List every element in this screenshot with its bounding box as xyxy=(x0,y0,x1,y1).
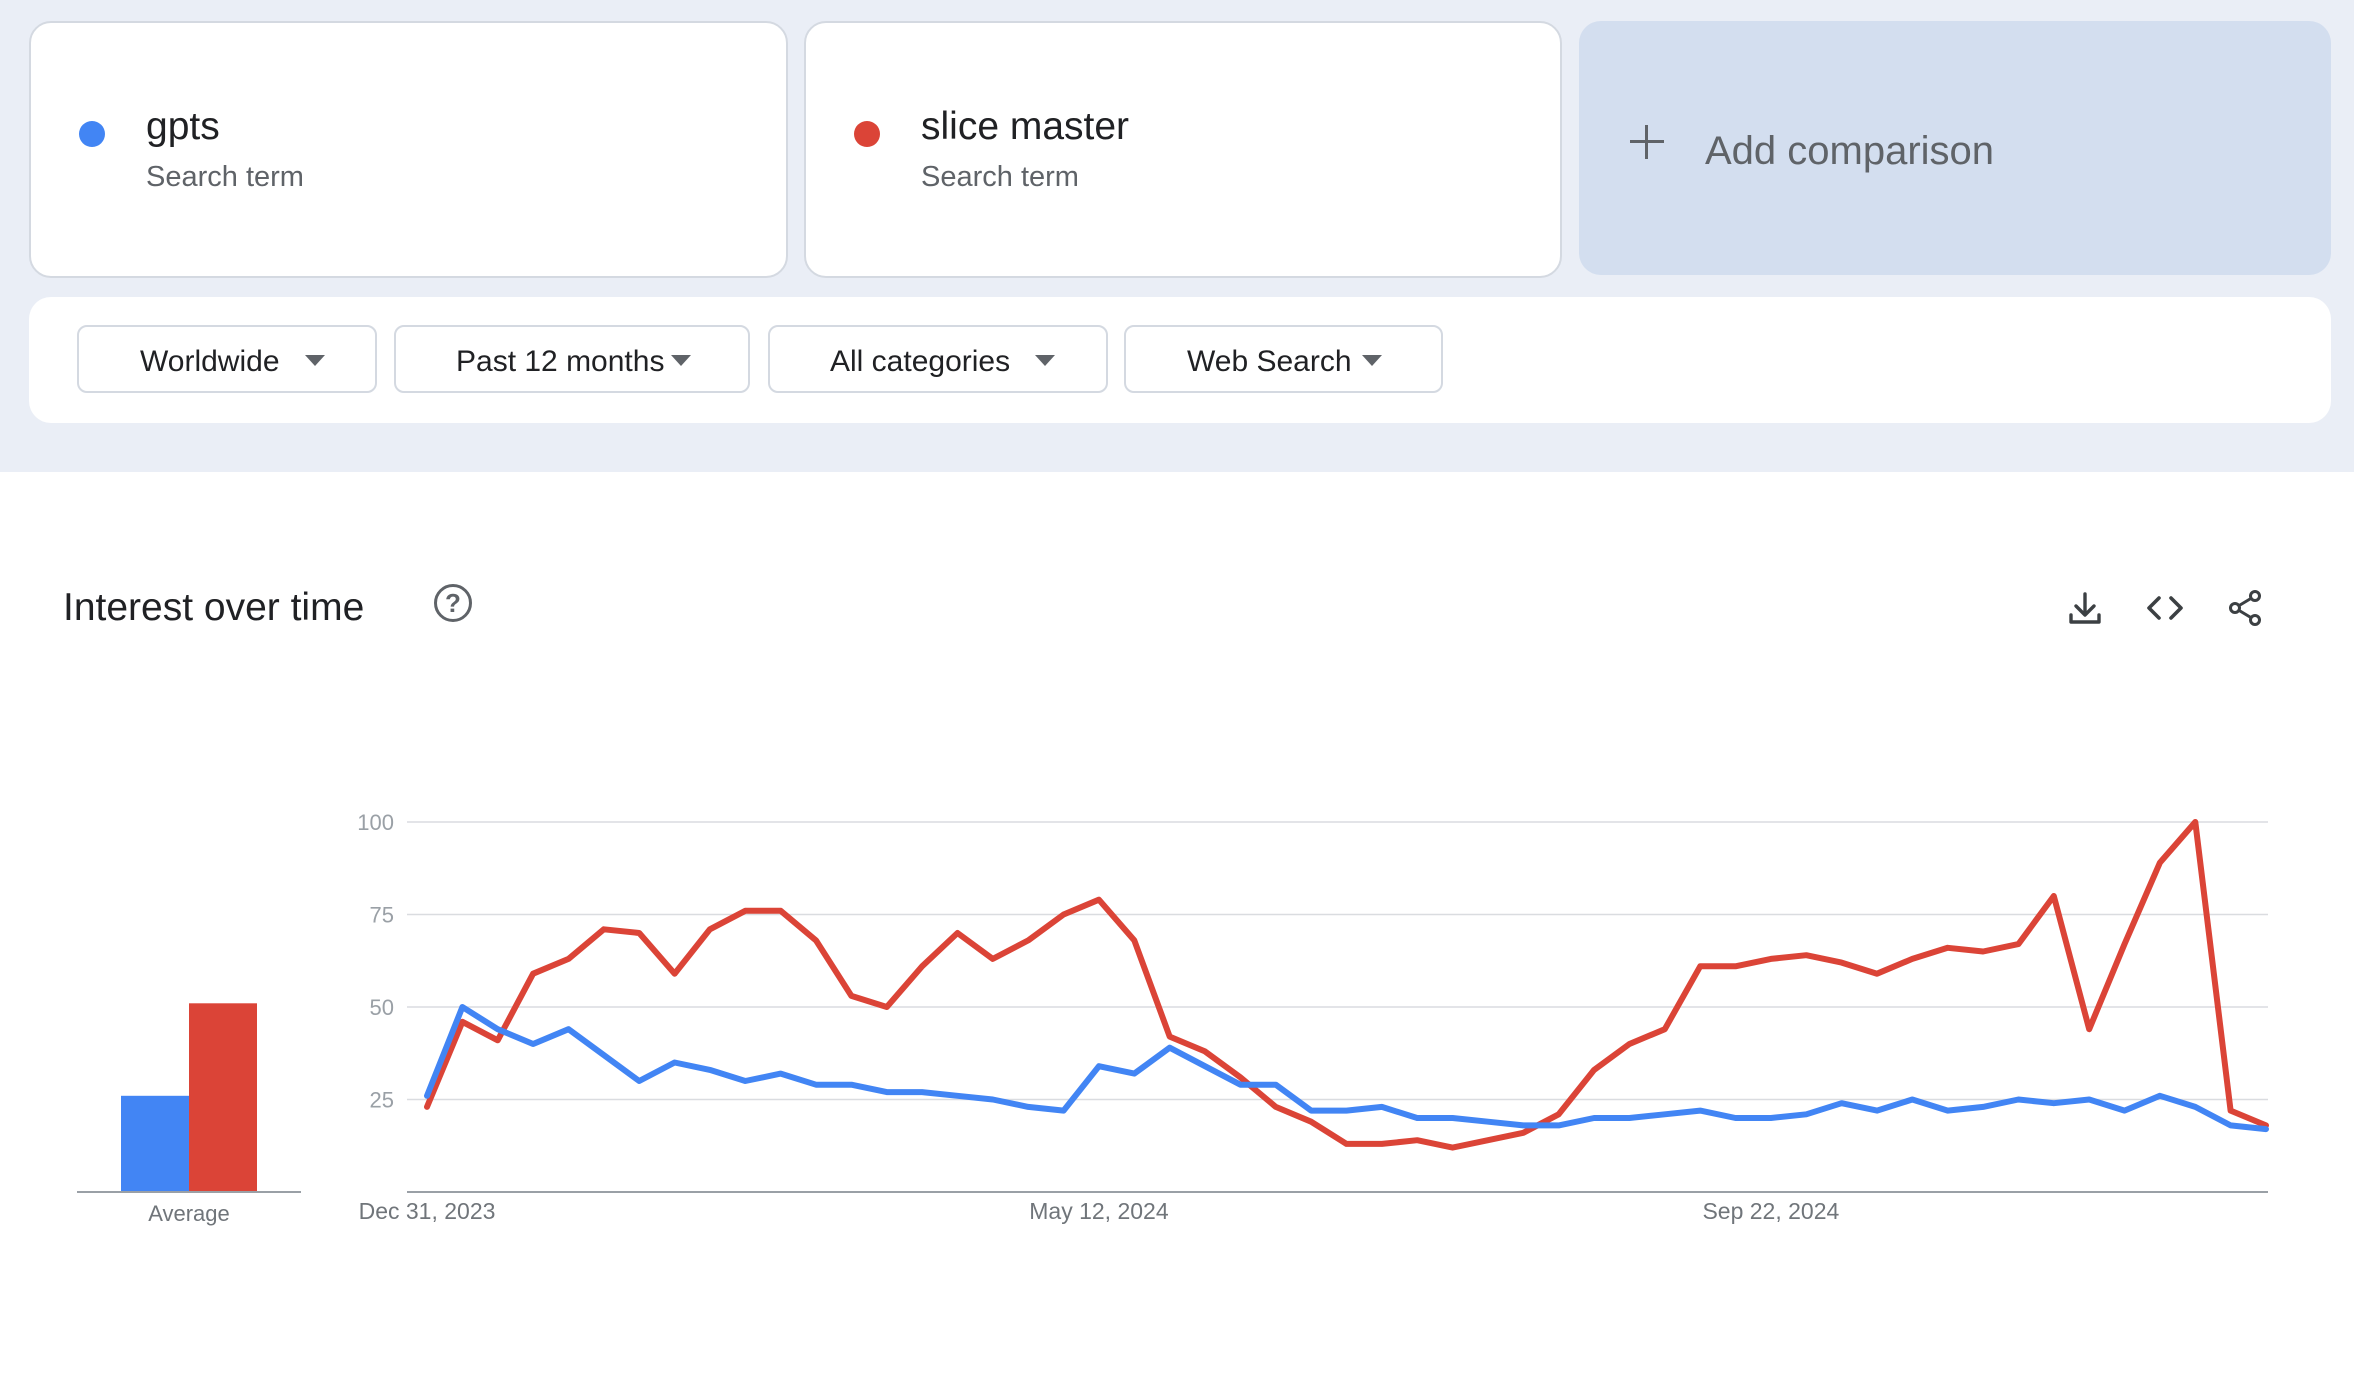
category-filter[interactable]: All categories xyxy=(768,325,1108,393)
x-tick-label: Dec 31, 2023 xyxy=(359,1198,496,1224)
y-tick-label: 75 xyxy=(370,903,394,928)
property-filter-label: Web Search xyxy=(1187,345,1352,378)
y-tick-label: 25 xyxy=(370,1088,394,1113)
add-comparison-label: Add comparison xyxy=(1705,129,1995,173)
average-bar-slice-master xyxy=(189,1003,257,1192)
share-icon[interactable] xyxy=(2225,588,2265,628)
term-name: gpts xyxy=(146,105,220,148)
x-tick-label: Sep 22, 2024 xyxy=(1702,1198,1839,1224)
property-filter[interactable]: Web Search xyxy=(1124,325,1443,393)
time-filter[interactable]: Past 12 months xyxy=(394,325,750,393)
add-comparison-button[interactable]: Add comparison xyxy=(1579,21,2331,275)
term-name: slice master xyxy=(921,105,1130,148)
chevron-down-icon xyxy=(1362,355,1382,366)
term-card-slice-master[interactable]: slice master Search term xyxy=(804,21,1562,278)
chevron-down-icon xyxy=(305,355,325,366)
region-filter-label: Worldwide xyxy=(140,345,280,378)
plus-icon xyxy=(1630,125,1664,159)
x-tick-label: May 12, 2024 xyxy=(1029,1198,1169,1224)
download-icon[interactable] xyxy=(2065,588,2105,628)
filter-bar: Worldwide Past 12 months All categories … xyxy=(29,297,2331,423)
time-filter-label: Past 12 months xyxy=(456,345,665,378)
series-line-slice-master xyxy=(424,819,2269,1151)
term-card-gpts[interactable]: gpts Search term xyxy=(29,21,788,278)
y-tick-label: 100 xyxy=(357,810,394,835)
y-tick-label: 50 xyxy=(370,995,394,1020)
average-bar-gpts xyxy=(121,1095,189,1192)
category-filter-label: All categories xyxy=(830,345,1011,378)
region-filter[interactable]: Worldwide xyxy=(77,325,377,393)
term-type: Search term xyxy=(146,161,304,193)
term-type: Search term xyxy=(921,161,1079,193)
series-line-gpts xyxy=(424,1004,2269,1133)
chevron-down-icon xyxy=(1035,355,1055,366)
average-label: Average xyxy=(148,1201,230,1226)
help-circle-icon[interactable]: ? xyxy=(434,584,472,622)
term-color-dot xyxy=(854,121,880,147)
chevron-down-icon xyxy=(671,355,691,366)
chart-title: Interest over time xyxy=(63,586,365,629)
embed-code-icon[interactable] xyxy=(2145,588,2185,628)
term-color-dot xyxy=(79,121,105,147)
